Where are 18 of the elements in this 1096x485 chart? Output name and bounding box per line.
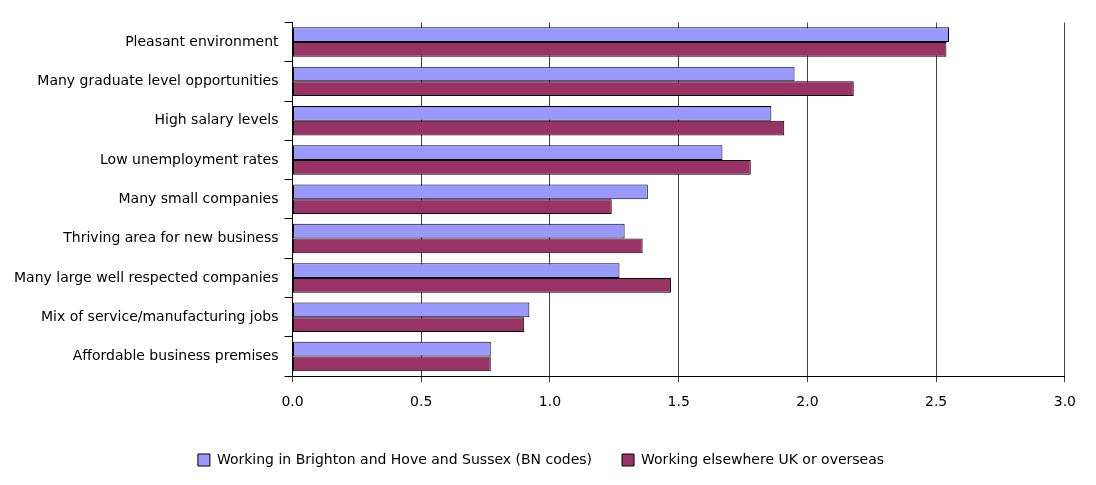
y-tick-label: Thriving area for new business <box>62 229 279 246</box>
x-tick-label: 3.0 <box>1053 393 1076 410</box>
x-tick-label: 2.0 <box>796 393 819 410</box>
x-tick-label: 0.5 <box>410 393 433 410</box>
legend-label: Working in Brighton and Hove and Sussex (BN codes) <box>216 450 593 467</box>
y-tick-label: Many graduate level opportunities <box>37 72 279 89</box>
y-tick-label: Pleasant environment <box>125 32 280 49</box>
y-tick-label: High salary levels <box>154 111 279 128</box>
x-tick-label: 2.5 <box>925 393 948 410</box>
y-tick-label: Mix of service/manufacturing jobs <box>40 307 279 324</box>
legend-label: Working elsewhere UK or overseas <box>641 450 885 467</box>
y-tick-label: Low unemployment rates <box>100 150 279 167</box>
y-tick-label: Many small companies <box>118 189 279 206</box>
x-tick-label: 0.0 <box>281 393 304 410</box>
y-tick-label: Many large well respected companies <box>13 268 279 285</box>
x-tick-label: 1.5 <box>667 393 690 410</box>
x-tick-label: 1.0 <box>538 393 562 410</box>
y-tick-label: Affordable business premises <box>72 347 279 364</box>
